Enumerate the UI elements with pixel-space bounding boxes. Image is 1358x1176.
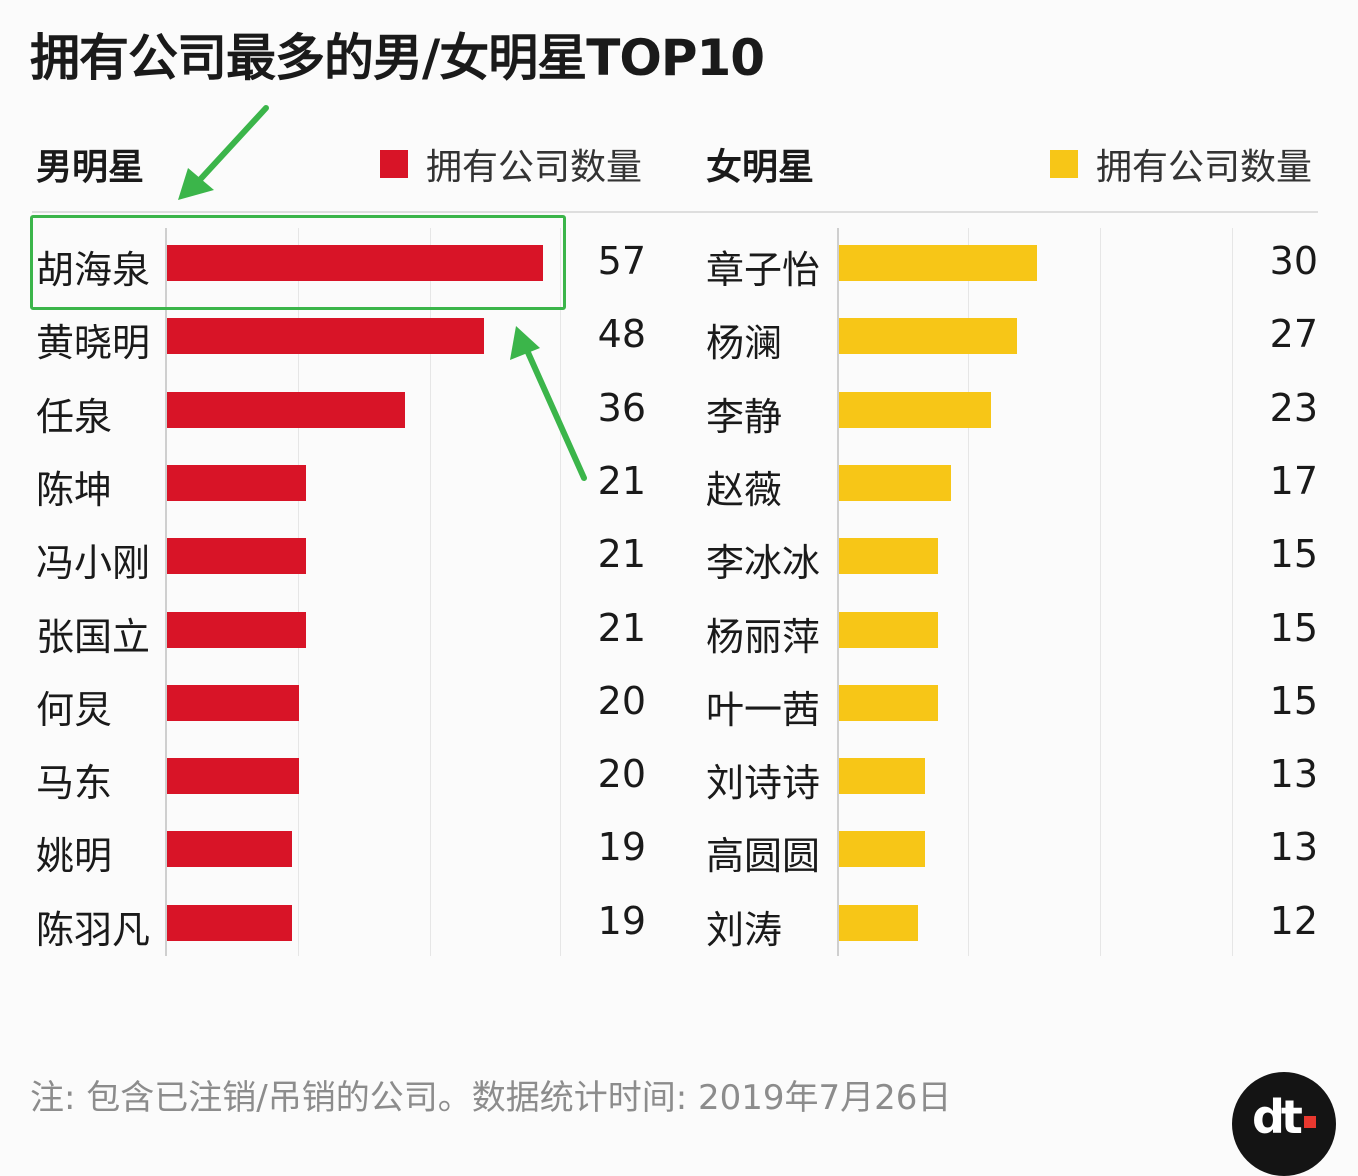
header-divider (32, 211, 1318, 213)
logo: dt (1232, 1072, 1336, 1176)
female-bar-label: 杨丽萍 (706, 614, 821, 659)
female-value-label: 15 (1269, 678, 1318, 723)
male-bar-label: 任泉 (36, 394, 113, 439)
female-bar (839, 831, 925, 868)
female-legend: 拥有公司数量 (1050, 138, 1312, 190)
male-value-label: 48 (597, 312, 646, 357)
male-value-label: 19 (597, 825, 646, 870)
female-bar-label: 章子怡 (706, 248, 821, 292)
male-bar (167, 758, 299, 795)
logo-text: dt (1252, 1090, 1303, 1144)
male-value-label: 21 (597, 458, 646, 503)
male-axis-line (165, 228, 167, 956)
female-bar (839, 611, 938, 648)
female-value-label: 13 (1269, 752, 1318, 797)
male-bar (167, 831, 292, 868)
female-value-label: 15 (1269, 605, 1318, 650)
male-bar-label: 姚明 (36, 834, 113, 879)
female-gridline (1100, 228, 1101, 956)
male-legend-label: 拥有公司数量 (426, 147, 643, 188)
footnote: 注: 包含已注销/吊销的公司。数据统计时间: 2019年7月26日 (30, 1078, 952, 1118)
logo-dot (1304, 1116, 1316, 1128)
female-value-label: 23 (1269, 385, 1318, 430)
male-value-label: 57 (597, 239, 646, 283)
chart-title: 拥有公司最多的男/女明星TOP10 (30, 29, 765, 87)
female-bar (839, 464, 951, 501)
female-bar (839, 904, 918, 941)
annotation-arrows (178, 105, 587, 481)
male-value-label: 20 (597, 752, 646, 797)
male-bar-label: 何炅 (36, 687, 113, 732)
female-bar-label: 高圆圆 (706, 834, 821, 879)
female-bar-label: 杨澜 (706, 321, 783, 366)
female-bar-label: 刘涛 (706, 907, 783, 952)
female-value-label: 12 (1269, 898, 1318, 943)
male-gridline (430, 228, 431, 956)
male-bar (167, 904, 292, 941)
female-value-label: 30 (1269, 239, 1318, 283)
arrow-down-left (178, 105, 269, 200)
male-bar (167, 464, 306, 501)
female-gridline (968, 228, 969, 956)
male-bar-label: 陈坤 (36, 467, 113, 512)
arrow-up (510, 326, 587, 481)
highlight-box (30, 215, 566, 310)
male-gridline (298, 228, 299, 956)
female-bar (839, 758, 925, 795)
female-legend-swatch (1050, 150, 1078, 178)
female-bar (839, 538, 938, 575)
female-bar-label: 刘诗诗 (706, 761, 821, 806)
female-group-label: 女明星 (706, 147, 815, 188)
female-bar-label: 赵薇 (706, 467, 783, 512)
male-value-label: 21 (597, 605, 646, 650)
male-legend: 拥有公司数量 (380, 138, 642, 190)
female-bar-label: 叶一茜 (706, 687, 821, 732)
male-bar (167, 391, 405, 428)
male-value-label: 21 (597, 532, 646, 577)
female-bar (839, 391, 991, 428)
male-bar-label: 胡海泉 (36, 248, 151, 292)
female-value-label: 27 (1269, 312, 1318, 357)
male-bar-label: 陈羽凡 (36, 907, 151, 952)
male-value-label: 36 (597, 385, 646, 430)
male-bar-label: 张国立 (36, 614, 151, 659)
male-bar (167, 684, 299, 721)
female-bar (839, 684, 938, 721)
female-value-label: 15 (1269, 532, 1318, 577)
male-bar (167, 611, 306, 648)
male-value-label: 20 (597, 678, 646, 723)
male-bar (167, 538, 306, 575)
female-bar-label: 李冰冰 (706, 541, 821, 586)
male-bar (167, 318, 484, 355)
female-gridline (1232, 228, 1233, 956)
male-group-label: 男明星 (36, 147, 145, 188)
female-legend-label: 拥有公司数量 (1096, 147, 1313, 188)
male-bar (167, 245, 543, 281)
female-axis-line (837, 228, 839, 956)
female-value-label: 17 (1269, 458, 1318, 503)
female-value-label: 13 (1269, 825, 1318, 870)
female-bar (839, 318, 1017, 355)
male-legend-swatch (380, 150, 408, 178)
male-bar-label: 马东 (36, 761, 113, 806)
male-bar-label: 黄晓明 (36, 321, 151, 366)
male-value-label: 19 (597, 898, 646, 943)
female-bar-label: 李静 (706, 394, 783, 439)
female-bar (839, 245, 1037, 281)
male-gridline (560, 228, 561, 956)
male-bar-label: 冯小刚 (36, 541, 151, 586)
